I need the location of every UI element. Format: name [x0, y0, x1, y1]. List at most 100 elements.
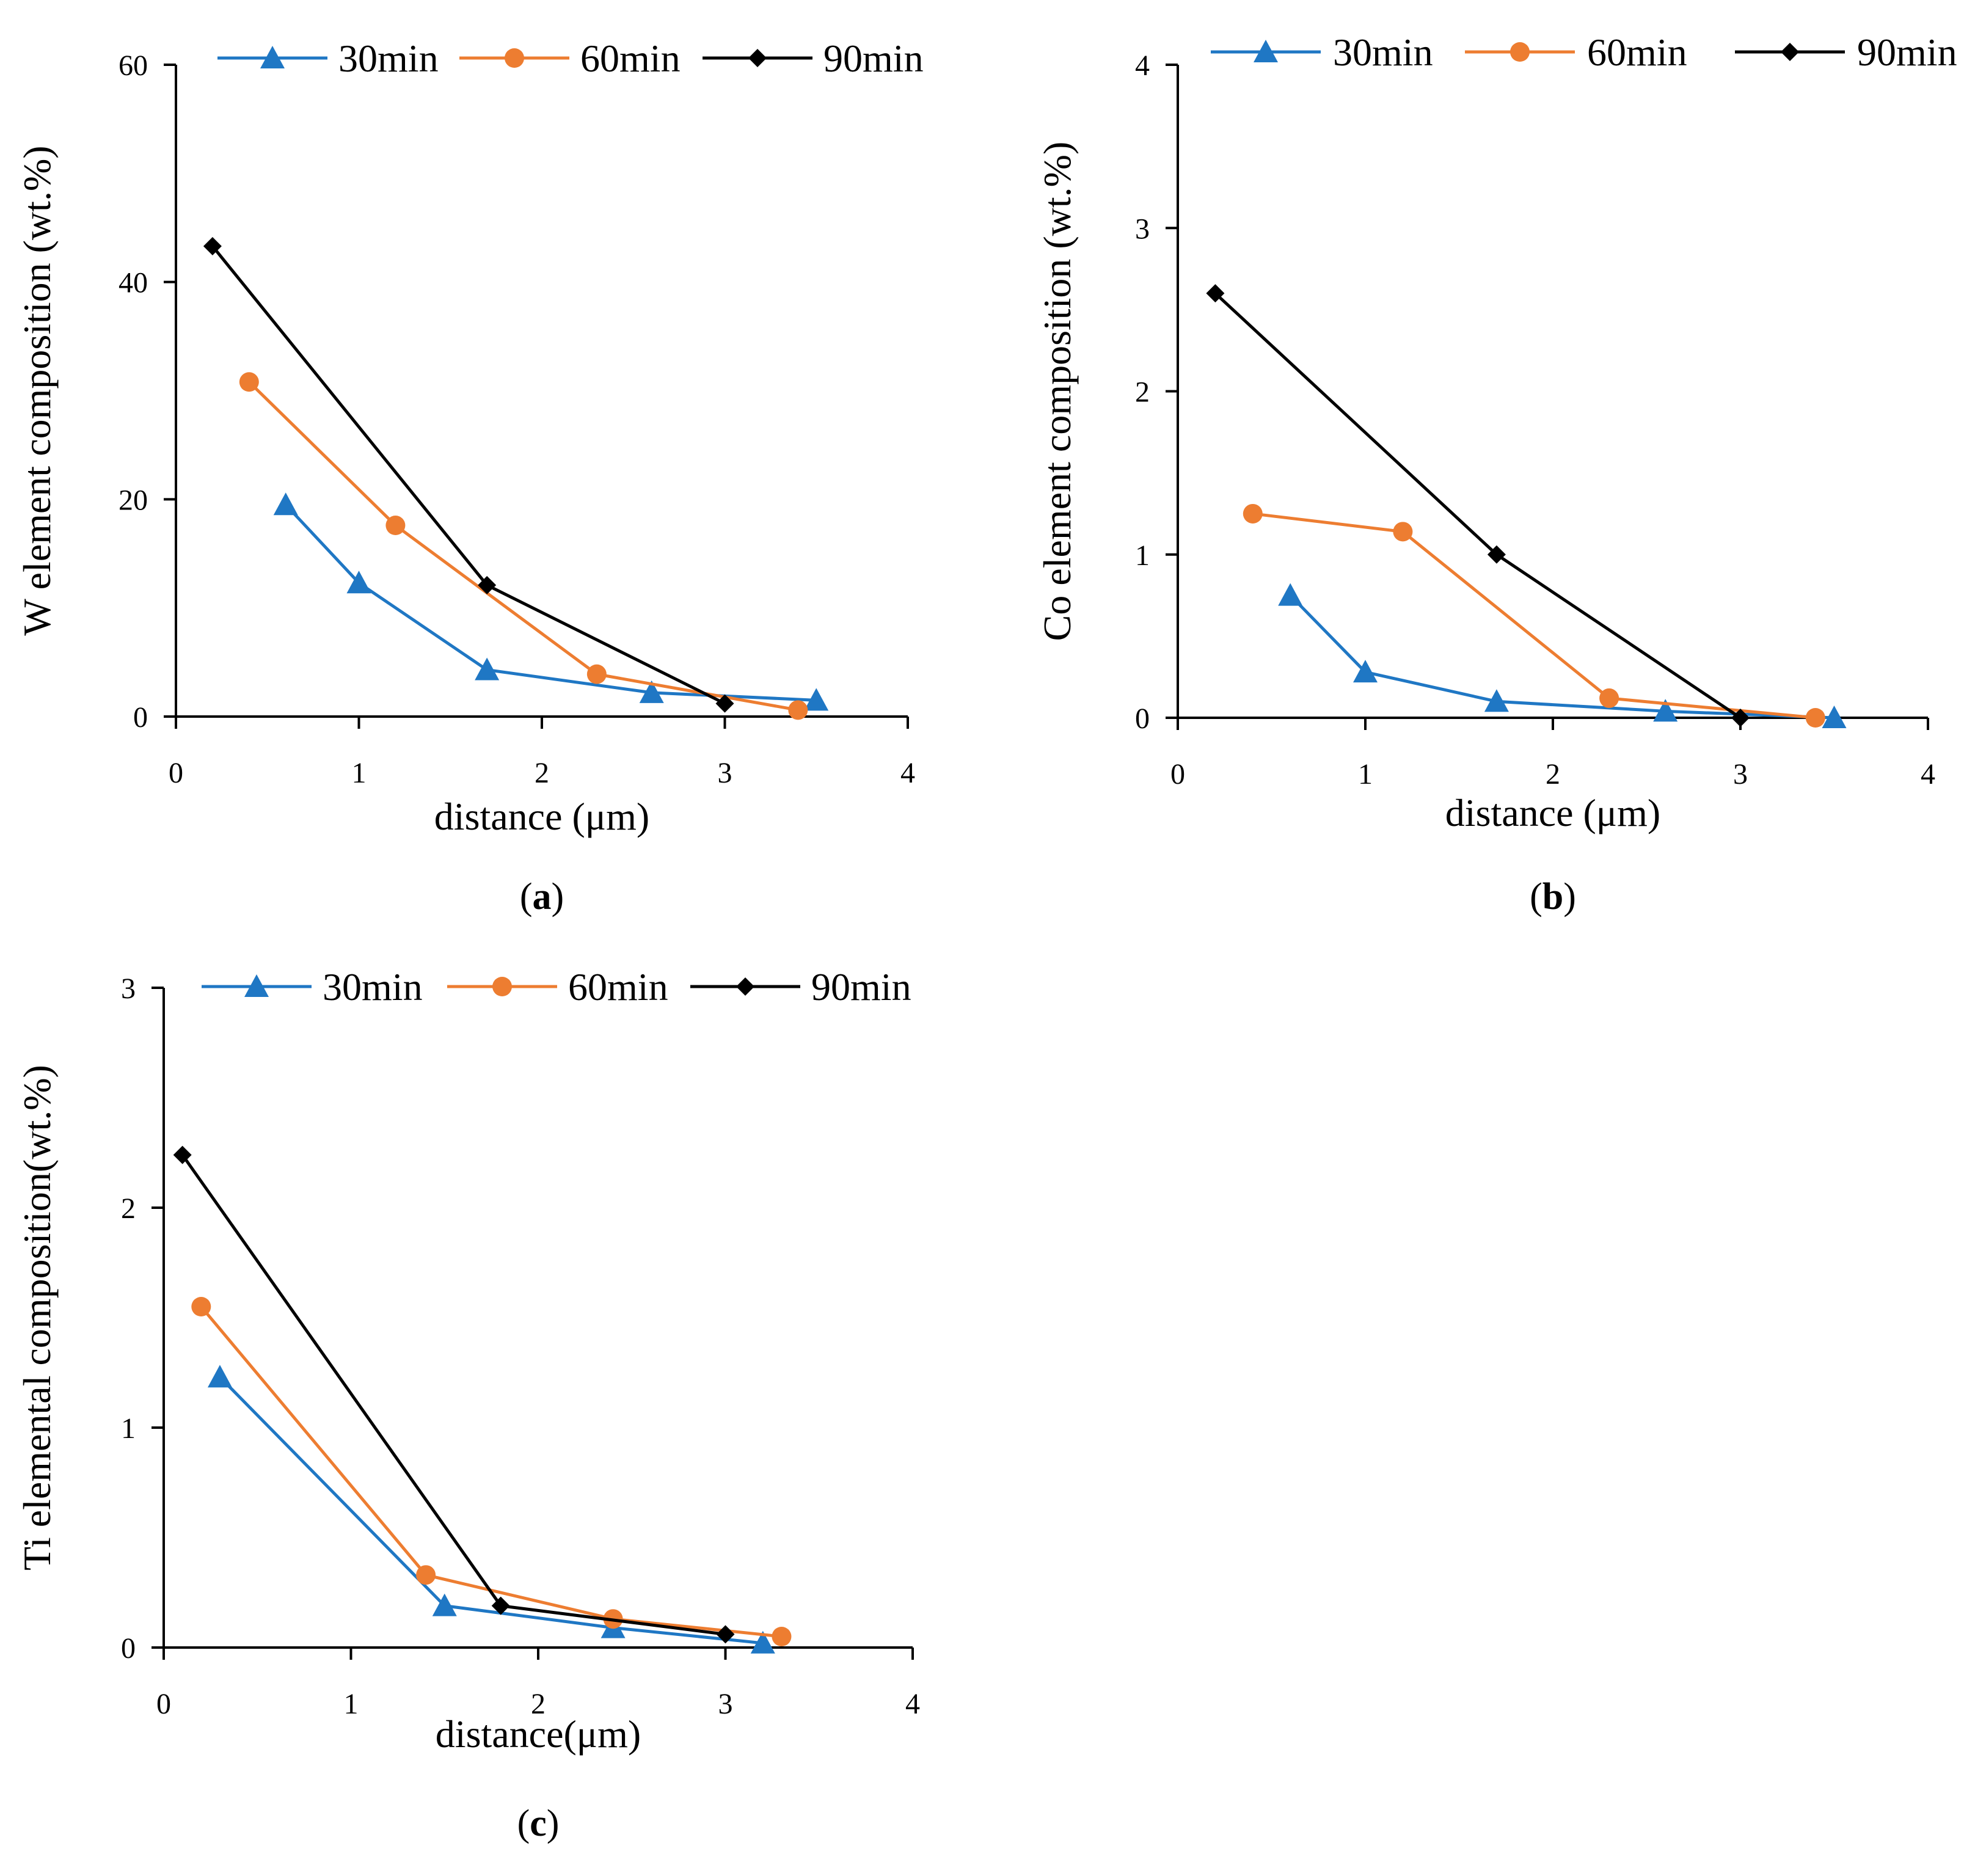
data-point-90min: [478, 575, 497, 594]
legend-label-90min: 90min: [823, 37, 924, 80]
data-point-60min: [1243, 503, 1263, 524]
panel-label: (b): [1530, 876, 1576, 918]
chart-panel-a: 0 20 40 60 0 1 2 3 4 distance (μm) W element compo…: [15, 37, 924, 918]
series-line-60min: [248, 381, 798, 712]
legend-label-60min: 60min: [580, 37, 681, 80]
data-point-30min: [432, 1593, 457, 1616]
data-point-30min: [750, 1630, 775, 1654]
x-tick-label: 1: [352, 757, 367, 789]
data-point-60min: [1599, 688, 1619, 708]
y-tick-label: 3: [121, 973, 136, 1005]
series-line-30min: [219, 1376, 764, 1645]
data-point-90min: [1731, 709, 1750, 727]
data-point-60min: [416, 1565, 436, 1585]
series-line-90min: [181, 1154, 726, 1636]
data-point-90min: [491, 1596, 510, 1615]
series-30min: [207, 1365, 775, 1654]
y-tick-label: 1: [1135, 539, 1150, 572]
x-tick-label: 3: [718, 1688, 733, 1720]
legend-marker-60min: [1510, 42, 1530, 62]
panel-label-open: (: [517, 1803, 530, 1844]
panel-label: (c): [517, 1803, 560, 1844]
panel-label-open: (: [520, 876, 533, 918]
x-tick-label: 0: [169, 757, 183, 789]
series-60min: [1243, 503, 1825, 728]
legend-marker-30min: [244, 974, 269, 997]
legend-marker-30min: [260, 46, 285, 68]
series-60min: [239, 372, 808, 720]
series-line-90min: [1214, 292, 1742, 720]
x-tick-label: 3: [1733, 758, 1748, 790]
x-axis-title: distance(μm): [436, 1712, 641, 1756]
y-axis-title: Ti elemental composition(wt.%): [15, 1065, 59, 1571]
legend-label-60min: 60min: [1587, 31, 1687, 74]
y-tick-label: 0: [1135, 703, 1150, 735]
x-tick-label: 3: [718, 757, 732, 789]
data-point-30min: [1653, 699, 1678, 722]
y-tick-label: 60: [119, 49, 148, 82]
data-point-60min: [586, 664, 607, 684]
y-tick-label: 1: [121, 1412, 136, 1445]
legend-label-60min: 60min: [568, 965, 668, 1009]
x-tick-label: 4: [900, 757, 915, 789]
data-point-30min: [639, 680, 664, 703]
data-point-60min: [772, 1627, 792, 1646]
data-point-60min: [1393, 522, 1413, 542]
legend-label-90min: 90min: [1857, 31, 1957, 74]
y-tick-label: 0: [133, 701, 148, 734]
series-line-60min: [200, 1305, 782, 1638]
panel-label-letter: a: [533, 876, 552, 918]
x-tick-label: 0: [1170, 758, 1185, 790]
legend-label-30min: 30min: [338, 37, 439, 80]
y-tick-label: 40: [119, 267, 148, 299]
data-point-60min: [191, 1297, 211, 1316]
x-tick-label: 2: [531, 1688, 546, 1720]
legend-marker-60min: [492, 977, 512, 996]
data-point-90min: [716, 1625, 735, 1644]
series-90min: [173, 1145, 735, 1644]
data-point-60min: [788, 700, 808, 720]
panel-label-close: ): [547, 1803, 560, 1844]
x-axis-title: distance (μm): [1445, 791, 1660, 834]
x-tick-label: 0: [156, 1688, 171, 1720]
series-90min: [203, 236, 734, 713]
y-axis-title: W element composition (wt.%): [15, 145, 59, 635]
series-30min: [273, 492, 829, 711]
panel-label-close: ): [552, 876, 564, 918]
legend-label-30min: 30min: [323, 965, 423, 1009]
legend-marker-90min: [748, 49, 767, 67]
data-point-60min: [1805, 708, 1825, 728]
legend: 30min 60min 90min: [1211, 31, 1957, 74]
data-point-30min: [804, 688, 829, 711]
series-line-60min: [1252, 512, 1816, 720]
data-point-30min: [1278, 583, 1303, 606]
legend-label-90min: 90min: [811, 965, 911, 1009]
x-tick-label: 2: [1546, 758, 1560, 790]
y-tick-label: 2: [121, 1192, 136, 1225]
data-point-90min: [1206, 284, 1225, 303]
y-tick-label: 20: [119, 484, 148, 516]
x-tick-label: 4: [905, 1688, 920, 1720]
panel-label-open: (: [1530, 876, 1542, 918]
x-axis-title: distance (μm): [434, 795, 649, 838]
series-line-30min: [1289, 594, 1834, 720]
series-30min: [1278, 583, 1847, 728]
legend-marker-30min: [1254, 40, 1278, 62]
series-line-90min: [211, 245, 726, 705]
legend-marker-90min: [1781, 43, 1799, 61]
data-point-30min: [273, 492, 298, 516]
data-point-30min: [1353, 660, 1378, 683]
data-point-30min: [346, 571, 371, 594]
y-axis-title: Co element composition (wt.%): [1035, 142, 1079, 641]
data-point-30min: [475, 657, 500, 681]
y-tick-label: 3: [1135, 213, 1150, 245]
data-point-30min: [1484, 689, 1509, 712]
y-tick-label: 0: [121, 1632, 136, 1665]
panel-label-letter: b: [1542, 876, 1563, 918]
data-point-60min: [385, 516, 406, 536]
data-point-30min: [207, 1365, 232, 1388]
series-line-30min: [284, 503, 817, 702]
chart-panel-b: 0 1 2 3 4 0 1 2 3 4 distance (μm) Co element compos…: [1035, 31, 1957, 918]
